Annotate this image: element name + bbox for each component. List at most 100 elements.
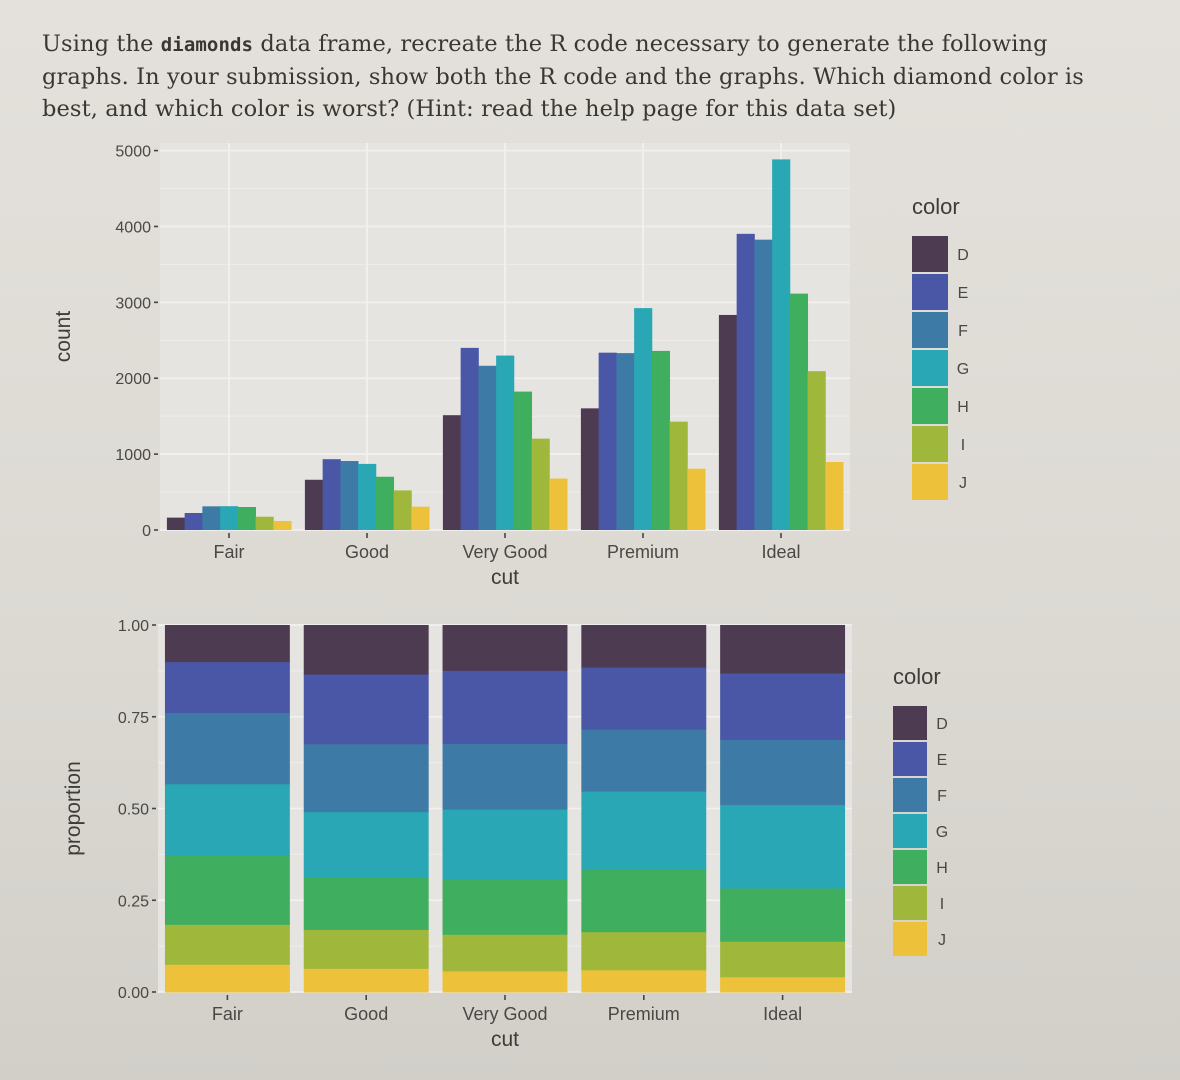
y-tick-label: 5000 bbox=[115, 144, 151, 161]
bar-D-ideal bbox=[718, 314, 738, 530]
question-text: Using the diamonds data frame, recreate … bbox=[42, 28, 1132, 125]
stacked-segment-I-ideal bbox=[720, 941, 846, 978]
legend-label-J: J bbox=[959, 475, 967, 492]
stacked-segment-J-good bbox=[303, 968, 429, 993]
y-tick-label: 3000 bbox=[115, 295, 151, 312]
stacked-segment-E-good bbox=[303, 674, 429, 745]
bar-G-very-good bbox=[496, 355, 515, 530]
stacked-segment-G-good bbox=[303, 812, 429, 878]
stacked-segment-I-fair bbox=[164, 924, 290, 966]
stacked-segment-E-premium bbox=[581, 667, 707, 731]
stacked-segment-I-very-good bbox=[442, 934, 568, 972]
bar-D-good bbox=[304, 479, 324, 530]
x-axis-title: cut bbox=[491, 1028, 519, 1051]
legend-key-G bbox=[912, 350, 948, 386]
legend-key-I bbox=[912, 426, 948, 462]
legend-key-D bbox=[912, 236, 948, 272]
stacked-segment-H-fair bbox=[164, 855, 290, 926]
legend-label-E: E bbox=[958, 285, 969, 302]
legend-key-F bbox=[893, 778, 927, 812]
x-tick-label: Ideal bbox=[763, 1004, 802, 1024]
x-tick-label: Very Good bbox=[462, 542, 547, 562]
bar-F-premium bbox=[616, 353, 635, 530]
legend-key-I bbox=[893, 886, 927, 920]
legend-key-E bbox=[912, 274, 948, 310]
stacked-segment-H-premium bbox=[581, 869, 707, 933]
y-tick-label: 0.00 bbox=[118, 985, 149, 1002]
stacked-segment-F-premium bbox=[581, 729, 707, 793]
stacked-segment-D-premium bbox=[581, 625, 707, 669]
stacked-segment-J-fair bbox=[164, 964, 290, 993]
legend-title: color bbox=[893, 664, 941, 689]
bar-F-good bbox=[340, 461, 359, 530]
bar-I-premium bbox=[669, 421, 688, 530]
stacked-segment-D-fair bbox=[164, 625, 290, 663]
bar-J-ideal bbox=[825, 462, 844, 530]
y-tick-label: 0.25 bbox=[118, 893, 149, 910]
bar-I-fair bbox=[255, 516, 274, 530]
x-tick-label: Fair bbox=[212, 1004, 243, 1024]
bar-G-fair bbox=[220, 506, 239, 530]
y-axis-title: count bbox=[52, 311, 75, 363]
bar-F-very-good bbox=[478, 365, 497, 530]
y-tick-label: 2000 bbox=[115, 371, 151, 388]
bar-D-premium bbox=[580, 408, 600, 530]
y-axis-title: proportion bbox=[62, 761, 85, 856]
bar-H-ideal bbox=[789, 293, 809, 530]
stacked-segment-G-fair bbox=[164, 784, 290, 857]
stacked-segment-J-very-good bbox=[442, 971, 568, 993]
stacked-segment-E-very-good bbox=[442, 670, 568, 745]
stacked-segment-F-ideal bbox=[720, 739, 846, 806]
bar-G-premium bbox=[634, 308, 653, 530]
bar-J-premium bbox=[687, 468, 706, 530]
y-tick-label: 1000 bbox=[115, 447, 151, 464]
legend-key-D bbox=[893, 706, 927, 740]
stacked-segment-I-premium bbox=[581, 932, 707, 971]
bar-I-good bbox=[393, 490, 412, 530]
x-tick-label: Fair bbox=[214, 542, 245, 562]
x-tick-label: Ideal bbox=[761, 542, 800, 562]
legend-label-G: G bbox=[936, 824, 948, 841]
y-tick-label: 0.50 bbox=[118, 802, 149, 819]
legend-label-I: I bbox=[961, 437, 965, 454]
bar-J-very-good bbox=[549, 478, 568, 530]
stacked-segment-H-ideal bbox=[720, 888, 846, 943]
legend-title: color bbox=[912, 194, 960, 219]
bar-J-good bbox=[411, 506, 430, 530]
bar-I-ideal bbox=[807, 371, 826, 530]
legend-key-G bbox=[893, 814, 927, 848]
stacked-segment-E-ideal bbox=[720, 673, 846, 741]
x-tick-label: Premium bbox=[608, 1004, 680, 1024]
stacked-segment-H-very-good bbox=[442, 879, 568, 936]
stacked-segment-J-premium bbox=[581, 970, 707, 993]
bar-H-good bbox=[375, 476, 395, 530]
legend-label-I: I bbox=[940, 896, 944, 913]
x-tick-label: Very Good bbox=[462, 1004, 547, 1024]
bar-E-fair bbox=[184, 513, 203, 530]
legend-key-H bbox=[893, 850, 927, 884]
y-tick-label: 1.00 bbox=[118, 618, 149, 635]
stacked-segment-F-fair bbox=[164, 713, 290, 785]
stacked-segment-G-very-good bbox=[442, 809, 568, 880]
bar-E-ideal bbox=[736, 233, 755, 530]
legend-label-E: E bbox=[937, 752, 948, 769]
bar-H-very-good bbox=[513, 391, 533, 530]
legend-label-J: J bbox=[938, 932, 946, 949]
bar-H-fair bbox=[237, 507, 257, 530]
x-tick-label: Good bbox=[344, 1004, 388, 1024]
bar-D-fair bbox=[166, 517, 186, 530]
bar-D-very-good bbox=[442, 415, 462, 530]
bar-G-good bbox=[358, 463, 377, 530]
question-part1: Using the bbox=[42, 31, 161, 57]
bar-H-premium bbox=[651, 350, 671, 530]
x-axis-title: cut bbox=[491, 566, 519, 589]
legend-label-H: H bbox=[936, 860, 948, 877]
question-code: diamonds bbox=[160, 34, 254, 56]
bar-E-very-good bbox=[460, 347, 479, 530]
legend-label-F: F bbox=[937, 788, 947, 805]
legend-key-H bbox=[912, 388, 948, 424]
stacked-segment-H-good bbox=[303, 877, 429, 931]
legend-label-D: D bbox=[936, 716, 948, 733]
